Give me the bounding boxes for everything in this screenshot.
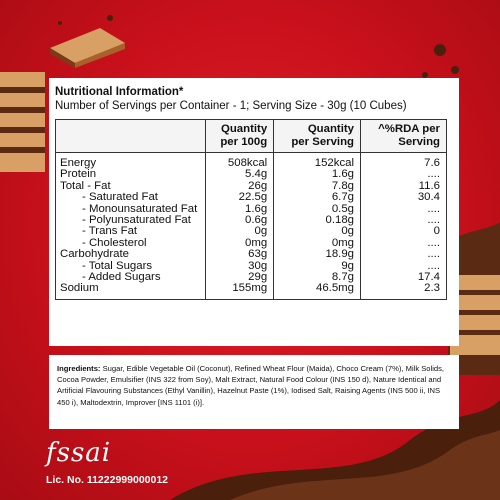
header-per-100g-line1: Quantity — [220, 123, 268, 135]
nutrient-label: - Monounsaturated Fat — [82, 202, 198, 215]
header-per-100g-line2: per 100g — [220, 136, 268, 148]
value-per-serving: 0mg — [273, 237, 361, 250]
header-rda-line1: ^%RDA per — [378, 123, 440, 135]
nutrition-panel: Nutritional Information* Number of Servi… — [49, 78, 459, 346]
nutrition-row: Sodium 155mg 46.5mg 2.3 — [56, 282, 447, 300]
nutrition-row: - Polyunsaturated Fat 0.6g 0.18g.... — [56, 214, 447, 227]
value-rda: .... — [360, 203, 447, 216]
value-per-100g: 0g — [204, 226, 274, 238]
nutrition-title: Nutritional Information* — [55, 86, 184, 98]
servings-info: Number of Servings per Container - 1; Se… — [55, 100, 407, 112]
ingredients-heading: Ingredients: — [57, 364, 101, 373]
value-per-100g: 1.6g — [204, 203, 274, 216]
value-rda: 11.6 — [360, 180, 447, 193]
value-per-100g: 26g — [204, 180, 274, 193]
nutrient-label: - Polyunsaturated Fat — [82, 214, 191, 227]
nutrition-row: - Saturated Fat 22.5g 6.7g 30.4 — [56, 191, 447, 204]
value-rda: .... — [360, 237, 447, 250]
value-per-100g: 0.6g — [204, 214, 274, 227]
nutrition-row: Total - Fat 26g 7.8g 11.6 — [56, 179, 447, 193]
value-per-100g: 30g — [204, 260, 274, 273]
nutrition-row: - Total Sugars 30g 9g.... — [56, 259, 447, 273]
value-per-serving: 6.7g — [273, 191, 361, 204]
value-rda: 7.6 — [360, 152, 447, 170]
value-per-serving: 8.7g — [273, 271, 361, 284]
value-per-serving: 46.5mg — [273, 283, 361, 300]
nutrition-row: - Trans Fat 0g 0g 0 — [56, 225, 447, 238]
nutrient-label: - Cholesterol — [82, 236, 147, 249]
value-rda: .... — [360, 214, 447, 227]
value-per-100g: 63g — [204, 248, 274, 261]
header-per-serving-line1: Quantity — [307, 123, 355, 135]
value-per-serving: 0.18g — [273, 214, 361, 227]
value-rda: 2.3 — [360, 283, 447, 300]
value-rda: 30.4 — [360, 191, 447, 204]
value-rda: .... — [360, 260, 447, 273]
value-per-100g: 5.4g — [204, 168, 274, 181]
license-number: Lic. No. 11222999000012 — [46, 474, 169, 486]
nutrient-label: Protein — [60, 168, 97, 181]
header-rda: ^%RDA per Serving — [360, 119, 447, 153]
value-per-100g: 0mg — [204, 237, 274, 250]
value-per-serving: 9g — [273, 260, 361, 273]
nutrient-label: Carbohydrate — [60, 248, 130, 261]
value-per-serving: 152kcal — [273, 152, 361, 170]
nutrition-row: - Added Sugars 29g 8.7g 17.4 — [56, 271, 447, 284]
value-per-100g: 22.5g — [204, 191, 274, 204]
value-rda: .... — [360, 168, 447, 181]
nutrient-label: - Saturated Fat — [82, 191, 158, 204]
ingredients-text: Ingredients: Sugar, Edible Vegetable Oil… — [57, 363, 451, 408]
nutrition-row: Carbohydrate 63g 18.9g.... — [56, 248, 447, 261]
nutrition-table: Quantity per 100g Quantity per Serving ^… — [55, 119, 447, 300]
nutrient-label: - Total Sugars — [82, 259, 153, 272]
ingredients-list: Sugar, Edible Vegetable Oil (Coconut), R… — [57, 364, 445, 407]
nutrition-row: Protein 5.4g 1.6g.... — [56, 168, 447, 181]
nutrient-label: - Added Sugars — [82, 271, 161, 284]
header-blank — [55, 119, 206, 153]
nutrition-table-header: Quantity per 100g Quantity per Serving ^… — [55, 119, 447, 153]
value-per-100g: 29g — [204, 271, 274, 284]
nutrient-label: Total - Fat — [60, 179, 111, 192]
value-per-serving: 18.9g — [273, 248, 361, 261]
value-per-serving: 0g — [273, 226, 361, 238]
value-per-serving: 1.6g — [273, 168, 361, 181]
nutrient-label: Sodium — [60, 282, 99, 295]
nutrient-label: Energy — [60, 157, 97, 169]
value-rda: 0 — [360, 226, 447, 238]
header-per-serving: Quantity per Serving — [273, 119, 361, 153]
header-rda-line2: Serving — [398, 136, 440, 148]
fssai-logo: fssai — [46, 438, 112, 468]
nutrition-row: Energy 508kcal 152kcal 7.6 — [56, 152, 447, 170]
wafer-stack-left-icon — [0, 72, 45, 172]
header-per-100g: Quantity per 100g — [204, 119, 274, 153]
value-per-serving: 7.8g — [273, 180, 361, 193]
nutrient-label: - Trans Fat — [82, 225, 138, 238]
header-per-serving-line2: per Serving — [291, 136, 355, 148]
value-per-serving: 0.5g — [273, 203, 361, 216]
value-rda: 17.4 — [360, 271, 447, 284]
value-per-100g: 155mg — [204, 283, 274, 300]
ingredients-panel: Ingredients: Sugar, Edible Vegetable Oil… — [49, 355, 459, 429]
wafer-decoration-icon — [50, 15, 125, 68]
value-rda: .... — [360, 248, 447, 261]
nutrition-row: - Monounsaturated Fat 1.6g 0.5g.... — [56, 202, 447, 216]
value-per-100g: 508kcal — [204, 152, 274, 170]
nutrition-row: - Cholesterol 0mg 0mg.... — [56, 236, 447, 250]
